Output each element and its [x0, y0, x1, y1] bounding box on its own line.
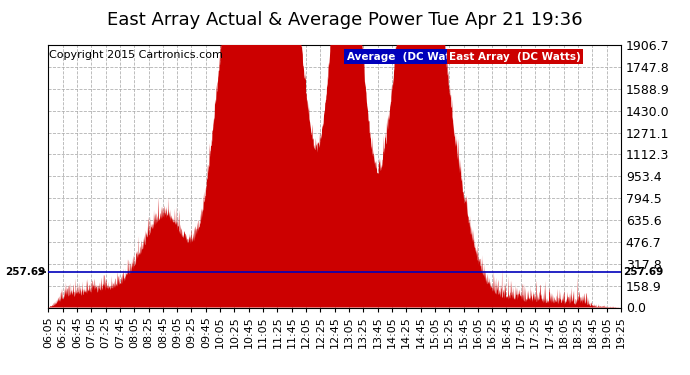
Text: Copyright 2015 Cartronics.com: Copyright 2015 Cartronics.com	[49, 50, 223, 60]
Text: East Array Actual & Average Power Tue Apr 21 19:36: East Array Actual & Average Power Tue Ap…	[107, 11, 583, 29]
Text: Average  (DC Watts): Average (DC Watts)	[346, 52, 466, 62]
Text: East Array  (DC Watts): East Array (DC Watts)	[449, 52, 581, 62]
Text: 257.69: 257.69	[622, 267, 663, 277]
Text: 257.69: 257.69	[6, 267, 46, 277]
